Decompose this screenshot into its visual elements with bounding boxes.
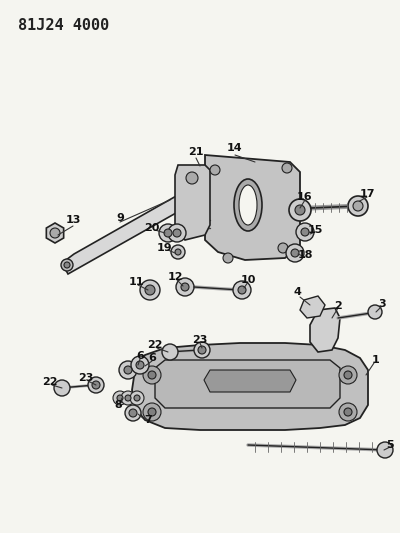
- Text: 13: 13: [65, 215, 81, 225]
- Text: 17: 17: [359, 189, 375, 199]
- Text: 22: 22: [147, 340, 163, 350]
- Text: 8: 8: [114, 400, 122, 410]
- Text: 7: 7: [144, 415, 152, 425]
- Circle shape: [282, 163, 292, 173]
- Circle shape: [286, 244, 304, 262]
- Text: 16: 16: [297, 192, 313, 202]
- Text: 22: 22: [42, 377, 58, 387]
- Circle shape: [181, 283, 189, 291]
- Text: 21: 21: [188, 147, 204, 157]
- Circle shape: [377, 442, 393, 458]
- Circle shape: [164, 229, 172, 237]
- Text: 10: 10: [240, 275, 256, 285]
- Text: 14: 14: [227, 143, 243, 153]
- Circle shape: [50, 228, 60, 238]
- Circle shape: [344, 371, 352, 379]
- Text: 3: 3: [378, 299, 386, 309]
- Circle shape: [233, 281, 251, 299]
- Circle shape: [145, 285, 155, 295]
- Circle shape: [301, 228, 309, 236]
- Circle shape: [134, 395, 140, 401]
- Text: 2: 2: [334, 301, 342, 311]
- Polygon shape: [155, 360, 340, 408]
- Circle shape: [143, 366, 161, 384]
- Circle shape: [64, 262, 70, 268]
- Circle shape: [296, 223, 314, 241]
- Text: 6: 6: [148, 353, 156, 363]
- Circle shape: [168, 224, 186, 242]
- Polygon shape: [204, 370, 296, 392]
- Circle shape: [125, 395, 131, 401]
- Circle shape: [339, 366, 357, 384]
- Ellipse shape: [234, 179, 262, 231]
- Circle shape: [291, 249, 299, 257]
- Polygon shape: [310, 308, 340, 352]
- Circle shape: [88, 377, 104, 393]
- Text: 18: 18: [297, 250, 313, 260]
- Circle shape: [194, 342, 210, 358]
- Text: 5: 5: [386, 440, 394, 450]
- Circle shape: [159, 224, 177, 242]
- Circle shape: [113, 391, 127, 405]
- Circle shape: [124, 366, 132, 374]
- Circle shape: [198, 346, 206, 354]
- Text: 15: 15: [307, 225, 323, 235]
- Circle shape: [368, 305, 382, 319]
- Text: 9: 9: [116, 213, 124, 223]
- Circle shape: [278, 243, 288, 253]
- Circle shape: [136, 361, 144, 369]
- Circle shape: [223, 253, 233, 263]
- Text: 4: 4: [293, 287, 301, 297]
- Circle shape: [121, 391, 135, 405]
- Text: 19: 19: [157, 243, 173, 253]
- Text: 1: 1: [372, 355, 380, 365]
- Circle shape: [295, 205, 305, 215]
- Polygon shape: [205, 155, 300, 260]
- Circle shape: [131, 356, 149, 374]
- Circle shape: [348, 196, 368, 216]
- Text: 23: 23: [192, 335, 208, 345]
- Text: 11: 11: [128, 277, 144, 287]
- Circle shape: [119, 361, 137, 379]
- Text: 12: 12: [167, 272, 183, 282]
- Circle shape: [353, 201, 363, 211]
- Circle shape: [92, 381, 100, 389]
- Circle shape: [173, 229, 181, 237]
- Circle shape: [289, 199, 311, 221]
- Circle shape: [143, 403, 161, 421]
- Polygon shape: [132, 343, 368, 430]
- Circle shape: [344, 408, 352, 416]
- Circle shape: [61, 259, 73, 271]
- Polygon shape: [62, 195, 184, 274]
- Text: 20: 20: [144, 223, 160, 233]
- Circle shape: [130, 391, 144, 405]
- Circle shape: [125, 405, 141, 421]
- Text: 6: 6: [136, 351, 144, 361]
- Circle shape: [176, 278, 194, 296]
- Circle shape: [140, 280, 160, 300]
- Circle shape: [339, 403, 357, 421]
- Polygon shape: [46, 223, 64, 243]
- Circle shape: [117, 395, 123, 401]
- Circle shape: [175, 249, 181, 255]
- Circle shape: [186, 172, 198, 184]
- Ellipse shape: [239, 185, 257, 225]
- Circle shape: [210, 165, 220, 175]
- Circle shape: [148, 408, 156, 416]
- Text: 81J24 4000: 81J24 4000: [18, 18, 109, 33]
- Circle shape: [54, 380, 70, 396]
- Text: 23: 23: [78, 373, 94, 383]
- Circle shape: [162, 344, 178, 360]
- Polygon shape: [175, 165, 210, 240]
- Circle shape: [171, 245, 185, 259]
- Polygon shape: [300, 296, 325, 318]
- Circle shape: [148, 371, 156, 379]
- Circle shape: [129, 409, 137, 417]
- Circle shape: [238, 286, 246, 294]
